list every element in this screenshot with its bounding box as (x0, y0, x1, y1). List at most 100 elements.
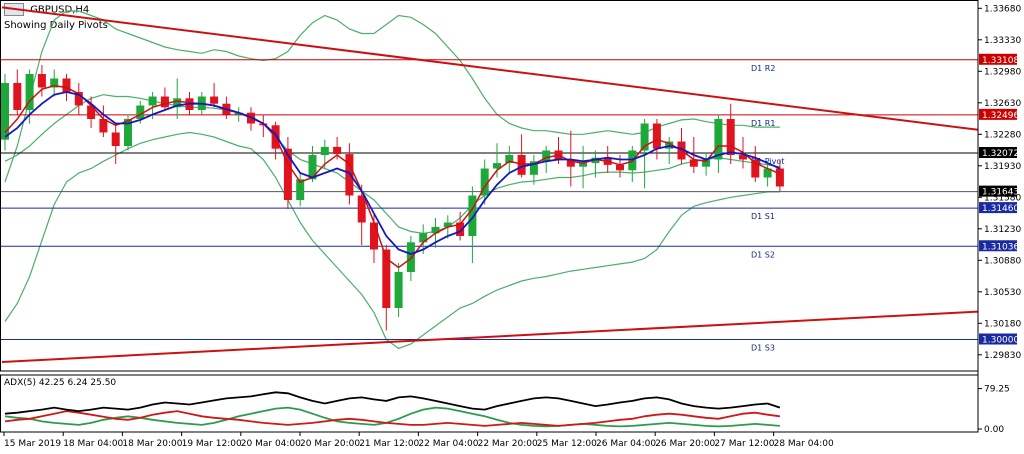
current-price-box (979, 185, 1017, 197)
candle-body-53 (652, 123, 661, 149)
pivot-label-4: D1 S2 (751, 250, 775, 259)
price-tick-label-6: 1.31580 (984, 193, 1021, 203)
bollinger-lower (4, 131, 780, 350)
candle-body-40 (493, 163, 501, 169)
pivot-price-text-2: 1.32072 (982, 149, 1019, 159)
candle-body-42 (517, 155, 526, 175)
price-tick-label-0: 1.33680 (984, 4, 1021, 14)
time-label-12: 27 Mar 12:00 (714, 439, 774, 449)
candle-body-63 (775, 168, 784, 187)
adx-label: ADX(5) 42.25 6.24 25.50 (4, 378, 116, 388)
candle-body-35 (431, 227, 440, 234)
pivot-label-1: D1 R1 (751, 119, 775, 128)
price-tick-label-2: 1.32980 (984, 67, 1021, 77)
time-label-10: 26 Mar 04:00 (596, 439, 656, 449)
time-label-6: 21 Mar 12:00 (359, 439, 419, 449)
candle-body-39 (480, 168, 489, 196)
time-label-7: 22 Mar 04:00 (418, 439, 478, 449)
candle-body-29 (357, 195, 366, 223)
pivot-price-box-1 (979, 108, 1017, 120)
candle-body-33 (406, 242, 415, 272)
candle-body-30 (370, 222, 378, 250)
pivot-label-5: D1 S3 (751, 344, 775, 353)
pivot-price-box-5 (979, 333, 1017, 345)
pivot-price-box-4 (979, 240, 1017, 252)
candle-body-56 (689, 159, 698, 167)
candle-body-60 (739, 155, 747, 160)
candle-body-24 (296, 179, 305, 200)
candle-body-12 (148, 96, 157, 106)
price-tick-label-10: 1.30180 (984, 319, 1021, 329)
candle-body-47 (579, 163, 588, 167)
candle-body-9 (111, 132, 120, 146)
candle-body-37 (456, 222, 465, 236)
candle-body-34 (419, 233, 428, 243)
adx-main (4, 391, 781, 415)
candle-body-23 (283, 148, 292, 200)
adx-plus-di (4, 410, 781, 427)
pivot-price-box-2 (979, 147, 1017, 159)
candle-body-46 (566, 159, 575, 167)
candle-body-62 (763, 168, 772, 178)
time-label-0: 15 Mar 2019 (4, 439, 61, 449)
price-tick-label-4: 1.32280 (984, 130, 1021, 140)
candle-body-3 (37, 74, 46, 88)
price-tick-label-5: 1.31930 (984, 162, 1021, 172)
pivot-price-text-5: 1.30000 (982, 336, 1019, 346)
price-tick-label-3: 1.32630 (984, 99, 1021, 109)
candle-body-17 (210, 96, 219, 104)
candle-body-41 (505, 155, 514, 164)
candle-body-13 (160, 96, 169, 108)
bollinger-middle (4, 94, 780, 234)
price-tick-label-11: 1.29830 (984, 351, 1021, 361)
candle-body-6 (74, 92, 83, 106)
candle-body-43 (529, 161, 538, 175)
candle-body-50 (616, 164, 624, 171)
pivot-price-text-4: 1.31036 (982, 242, 1019, 252)
ma-blue (4, 91, 781, 255)
adx-pane-frame (0, 374, 979, 433)
time-label-1: 18 Mar 04:00 (63, 439, 123, 449)
candle-body-27 (333, 146, 342, 155)
candle-body-38 (468, 195, 477, 236)
trendline-0 (1, 6, 979, 131)
time-label-3: 19 Mar 12:00 (182, 439, 242, 449)
candle-body-32 (394, 272, 403, 308)
time-label-4: 20 Mar 04:00 (241, 439, 301, 449)
candle-body-5 (62, 78, 71, 92)
candle-body-8 (99, 119, 108, 133)
adx-tick-label-0: 79.25 (984, 385, 1010, 395)
candle-body-0 (1, 83, 9, 140)
time-label-8: 22 Mar 20:00 (478, 439, 538, 449)
bollinger-upper (4, 10, 780, 183)
pivot-price-box-3 (979, 202, 1017, 214)
time-label-5: 20 Mar 20:00 (300, 439, 360, 449)
candle-body-1 (13, 83, 22, 110)
price-tick-label-9: 1.30530 (984, 288, 1021, 298)
pivot-label-0: D1 R2 (751, 64, 775, 73)
time-label-11: 26 Mar 20:00 (655, 439, 715, 449)
candle-body-26 (320, 146, 329, 155)
candle-body-2 (25, 74, 34, 110)
candle-body-4 (50, 78, 59, 88)
candle-body-28 (345, 154, 354, 196)
main-pane-frame (0, 0, 979, 372)
adx-tick-label-1: 0.00 (984, 425, 1004, 435)
candle-body-44 (542, 150, 551, 162)
price-tick-label-1: 1.33330 (984, 36, 1021, 46)
pivot-label-2: D1 Pivot (751, 157, 784, 166)
pivot-price-text-3: 1.31460 (982, 204, 1019, 214)
candle-body-57 (702, 159, 711, 167)
pivot-price-box-0 (979, 53, 1017, 65)
candle-body-58 (714, 119, 723, 160)
candle-body-31 (382, 249, 391, 308)
current-price-text: 1.31643 (982, 188, 1019, 198)
candle-body-61 (751, 159, 760, 178)
pivot-label-3: D1 S1 (751, 212, 775, 221)
candle-body-11 (136, 105, 145, 119)
time-label-9: 25 Mar 12:00 (537, 439, 597, 449)
pivot-price-text-1: 1.32496 (982, 111, 1019, 121)
price-tick-label-7: 1.31230 (984, 225, 1021, 235)
candle-body-36 (443, 222, 452, 227)
